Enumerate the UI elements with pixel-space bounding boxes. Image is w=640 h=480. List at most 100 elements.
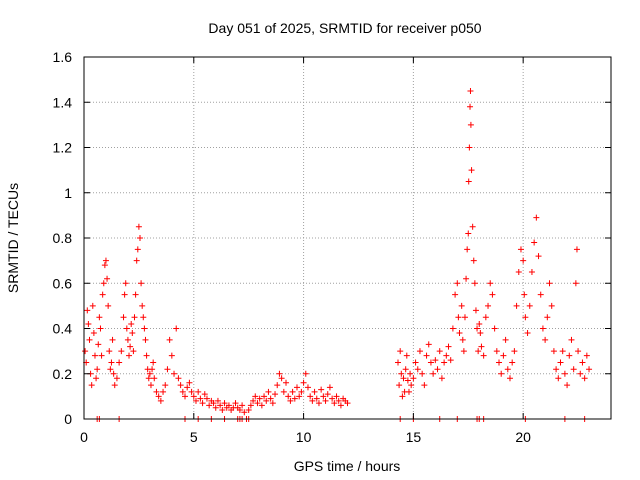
data-point	[254, 400, 261, 407]
data-point	[245, 406, 252, 413]
data-point	[463, 275, 470, 282]
data-point	[201, 391, 208, 398]
data-point	[535, 253, 542, 260]
data-point	[313, 395, 320, 402]
data-point	[128, 320, 135, 327]
data-point	[548, 302, 555, 309]
data-point	[445, 343, 452, 350]
data-point	[475, 348, 482, 355]
data-point	[145, 375, 152, 382]
data-point	[482, 314, 489, 321]
y-tick-label: 0	[64, 411, 72, 427]
data-point	[419, 370, 426, 377]
data-point	[498, 370, 505, 377]
data-point	[85, 320, 92, 327]
axis-ticks: 0 5 10 15 20 0 0.2 0.4 0.6 0.8 1 1.2 1.4 1.6	[53, 49, 611, 445]
data-point	[96, 314, 103, 321]
data-point	[283, 379, 290, 386]
data-point	[133, 257, 140, 264]
data-point	[414, 366, 421, 373]
data-point	[84, 307, 91, 314]
data-point	[333, 393, 340, 400]
data-point	[455, 314, 462, 321]
data-point	[577, 370, 584, 377]
data-point	[139, 302, 146, 309]
data-point	[522, 314, 529, 321]
data-point	[261, 393, 268, 400]
data-point	[502, 336, 509, 343]
data-point	[468, 167, 475, 174]
data-point	[465, 178, 472, 185]
x-axis-label: GPS time / hours	[294, 458, 401, 474]
data-point	[573, 246, 580, 253]
data-point	[425, 341, 432, 348]
data-point	[410, 375, 417, 382]
data-point	[533, 214, 540, 221]
data-point	[318, 386, 325, 393]
y-tick-label: 0.4	[53, 321, 73, 337]
data-point	[572, 280, 579, 287]
data-point	[136, 235, 143, 241]
data-point	[280, 388, 287, 395]
data-point	[171, 370, 178, 377]
data-point	[236, 406, 243, 413]
data-point	[214, 397, 221, 404]
data-point	[566, 352, 573, 359]
data-point	[177, 382, 184, 389]
y-tick-label: 1.4	[53, 94, 73, 110]
data-point	[438, 375, 445, 382]
x-tick-label: 5	[190, 429, 198, 445]
data-point	[396, 382, 403, 389]
data-point	[506, 375, 513, 382]
data-point	[151, 375, 158, 382]
data-point	[515, 268, 522, 275]
data-point	[557, 359, 564, 366]
data-point	[403, 352, 410, 359]
data-point	[140, 314, 147, 321]
data-point	[105, 302, 112, 309]
data-point	[120, 314, 127, 321]
data-point	[564, 382, 571, 389]
data-point	[91, 352, 98, 359]
data-point	[467, 103, 474, 110]
data-point	[252, 393, 259, 400]
data-point	[219, 406, 226, 413]
data-point	[127, 343, 134, 350]
data-point	[395, 359, 402, 366]
data-point	[524, 330, 531, 337]
data-point	[452, 291, 459, 298]
data-point	[129, 330, 136, 337]
data-point	[160, 388, 167, 395]
data-point	[568, 336, 575, 343]
data-point	[250, 397, 257, 404]
data-point	[217, 402, 224, 409]
data-point	[184, 384, 191, 391]
data-point	[210, 400, 217, 407]
data-point	[331, 400, 338, 407]
data-point	[553, 366, 560, 373]
data-point	[146, 370, 153, 377]
data-point	[471, 280, 478, 287]
data-point	[190, 393, 197, 400]
data-point	[434, 366, 441, 373]
data-point	[489, 291, 496, 298]
chart-title: Day 051 of 2025, SRMTID for receiver p05…	[208, 20, 481, 36]
data-point	[430, 370, 437, 377]
data-point	[466, 144, 473, 151]
data-point	[221, 400, 228, 407]
data-point	[491, 325, 498, 332]
data-point	[465, 230, 472, 237]
data-point	[436, 348, 443, 355]
data-point	[86, 336, 93, 343]
data-point	[421, 382, 428, 389]
data-point	[485, 302, 492, 309]
data-point	[493, 348, 500, 355]
data-point	[186, 379, 193, 386]
y-tick-label: 0.2	[53, 366, 73, 382]
data-point	[102, 257, 109, 264]
data-point	[399, 393, 406, 400]
data-point	[561, 370, 568, 377]
data-point	[267, 395, 274, 402]
data-point	[300, 379, 307, 386]
